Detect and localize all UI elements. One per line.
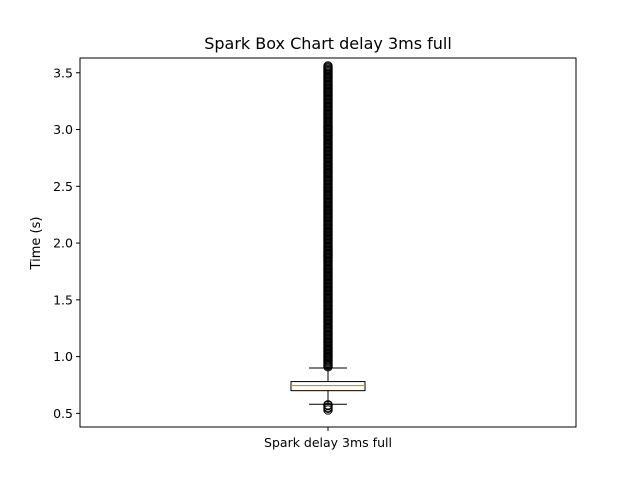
box-plot-series: [290, 367, 366, 405]
y-tick-label: 2.0: [53, 236, 73, 251]
y-tick-label: 0.5: [53, 406, 73, 421]
y-axis-label: Time (s): [29, 217, 44, 271]
chart-title: Spark Box Chart delay 3ms full: [204, 34, 452, 53]
y-tick-label: 1.5: [53, 292, 73, 307]
y-tick-label: 3.0: [53, 122, 73, 137]
outlier-point: [323, 61, 333, 71]
y-tick-label: 2.5: [53, 179, 73, 194]
plot-area-frame: [79, 57, 577, 428]
outlier-points: [323, 61, 333, 415]
y-tick-label: 3.5: [53, 65, 73, 80]
y-axis-ticks: 0.5 1.0 1.5 2.0 2.5 3.0 3.5: [53, 65, 80, 421]
x-tick-label: Spark delay 3ms full: [264, 435, 392, 450]
y-tick-label: 1.0: [53, 349, 73, 364]
x-axis-ticks: Spark delay 3ms full: [264, 427, 392, 450]
